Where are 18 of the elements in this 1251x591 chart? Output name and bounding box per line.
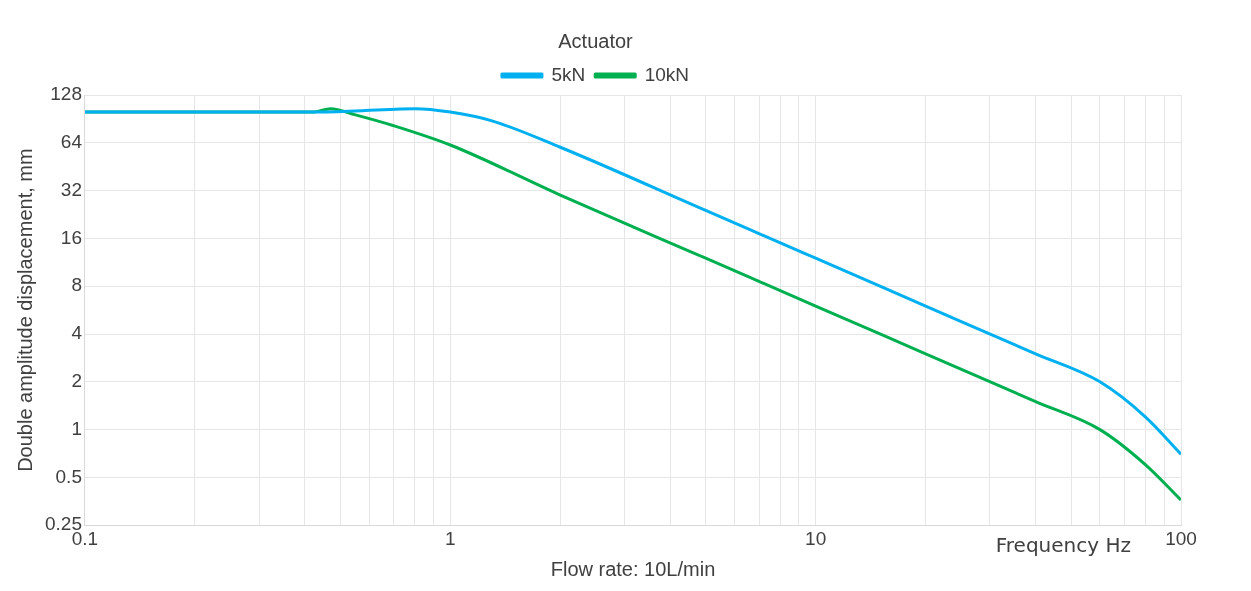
chart-title: Actuator xyxy=(558,29,634,52)
y-tick-label: 2 xyxy=(71,370,82,392)
y-axis-title: Double amplitude displacement, mm xyxy=(13,148,36,472)
y-tick-label: 32 xyxy=(60,178,82,200)
x-axis-title: Flow rate: 10L/min xyxy=(550,557,716,580)
y-tick-label: 1 xyxy=(71,417,82,439)
y-tick-label: 16 xyxy=(60,226,82,248)
y-tick-label: 64 xyxy=(60,131,83,153)
y-tick-label: 0.5 xyxy=(55,465,82,487)
x-tick-label: 100 xyxy=(1165,527,1197,549)
y-tick-label: 128 xyxy=(50,83,82,105)
x-tick-label: 10 xyxy=(805,527,827,549)
legend-label: 5kN xyxy=(551,63,586,85)
x-tick-label: 1 xyxy=(445,527,456,549)
legend-label: 10kN xyxy=(644,63,690,85)
y-tick-label: 8 xyxy=(71,274,82,296)
y-tick-label: 4 xyxy=(71,322,83,344)
text: Frequency Hz xyxy=(995,533,1131,558)
